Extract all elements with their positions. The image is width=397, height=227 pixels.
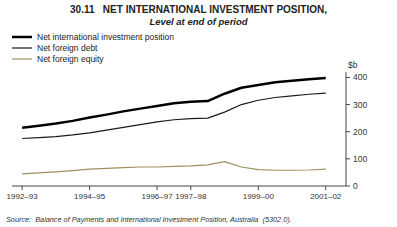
y-tick (346, 158, 350, 159)
x-tick-label: 1996–97 (141, 192, 173, 201)
legend-swatch (12, 58, 32, 59)
x-tick-label: 2001–02 (310, 192, 342, 201)
x-tick (89, 186, 90, 190)
x-axis-line (12, 186, 346, 187)
legend-label: Net foreign equity (37, 54, 104, 64)
legend: Net international investment positionNet… (12, 32, 174, 64)
x-tick-label: 1992–93 (7, 192, 39, 201)
x-tick-label: 1994–95 (74, 192, 106, 201)
y-axis-line (346, 72, 347, 186)
y-tick (346, 186, 350, 187)
legend-swatch (12, 47, 32, 48)
series-lines (22, 78, 326, 174)
y-tick-label: 0 (353, 181, 358, 191)
series-line (22, 162, 326, 174)
x-tick (325, 186, 326, 190)
y-tick-label: 400 (353, 72, 367, 82)
y-tick (346, 131, 350, 132)
x-tick-label: 1997–98 (175, 192, 207, 201)
legend-swatch (12, 36, 32, 39)
x-tick-label: 1999–00 (243, 192, 275, 201)
y-tick-label: 200 (353, 127, 367, 137)
x-tick (190, 186, 191, 190)
background (0, 0, 397, 227)
title: 30.11 NET INTERNATIONAL INVESTMENT POSIT… (70, 4, 327, 15)
x-axis: 1992–93 1994–95 1996–971997–98 1999–00 2001–… (7, 186, 346, 201)
y-tick-label: 100 (353, 154, 367, 164)
x-tick (258, 186, 259, 190)
y-axis-label: $b (348, 60, 358, 70)
x-tick (157, 186, 158, 190)
chart: 30.11 NET INTERNATIONAL INVESTMENT POSIT… (0, 0, 397, 227)
source-note: Source: Balance of Payments and Internat… (6, 215, 292, 224)
y-tick (346, 104, 350, 105)
y-tick (346, 77, 350, 78)
legend-label: Net international investment position (37, 32, 174, 42)
y-tick-label: 300 (353, 100, 367, 110)
subtitle: Level at end of period (149, 16, 247, 27)
series-line (22, 93, 326, 138)
y-axis: 0 100 200 300 400 $b (346, 60, 367, 191)
x-tick (22, 186, 23, 190)
legend-label: Net foreign debt (37, 43, 98, 53)
